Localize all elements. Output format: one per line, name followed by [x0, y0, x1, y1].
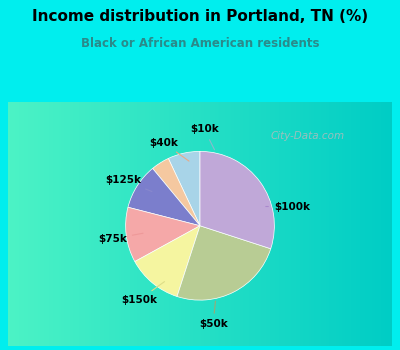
Wedge shape	[135, 226, 200, 296]
Text: Black or African American residents: Black or African American residents	[81, 37, 319, 50]
Wedge shape	[152, 159, 200, 226]
Text: Income distribution in Portland, TN (%): Income distribution in Portland, TN (%)	[32, 9, 368, 24]
Text: $150k: $150k	[121, 282, 164, 305]
Wedge shape	[177, 226, 271, 300]
Text: $100k: $100k	[266, 202, 310, 211]
Wedge shape	[128, 168, 200, 226]
Text: $75k: $75k	[98, 233, 143, 244]
Text: City-Data.com: City-Data.com	[270, 131, 344, 141]
Text: $125k: $125k	[105, 175, 152, 191]
Wedge shape	[168, 151, 200, 226]
Wedge shape	[126, 207, 200, 261]
Text: $40k: $40k	[149, 138, 189, 161]
Text: $50k: $50k	[199, 301, 228, 329]
Wedge shape	[200, 151, 274, 249]
Text: $10k: $10k	[190, 125, 219, 150]
